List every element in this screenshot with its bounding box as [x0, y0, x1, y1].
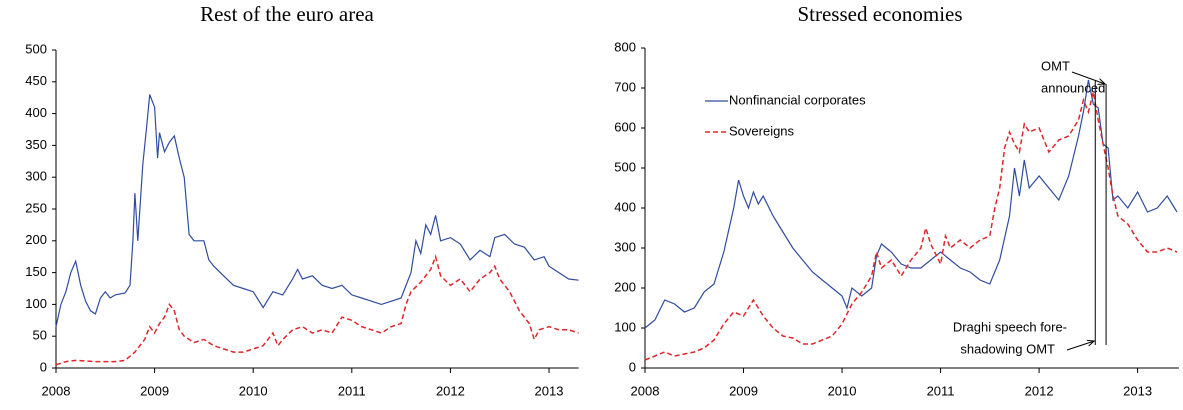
series-line: [55, 254, 579, 366]
x-tick-label: 2013: [1123, 383, 1152, 398]
series-line: [644, 91, 1178, 361]
annotation-arrow: [1066, 341, 1094, 351]
y-tick-label: 200: [614, 279, 636, 294]
x-tick-label: 2011: [338, 383, 366, 398]
y-tick-label: 350: [25, 137, 47, 152]
y-tick-label: 100: [614, 319, 636, 334]
y-tick-label: 700: [614, 79, 636, 94]
y-tick-label: 400: [25, 105, 47, 120]
x-tick-label: 2012: [436, 383, 465, 398]
legend-label: Nonfinancial corporates: [729, 92, 866, 107]
y-tick-label: 500: [614, 159, 636, 174]
y-tick-label: 400: [614, 199, 636, 214]
y-tick-label: 500: [25, 41, 47, 56]
y-tick-label: 300: [25, 169, 47, 184]
x-tick-label: 2009: [729, 383, 758, 398]
annotation-text: OMT: [1041, 58, 1070, 73]
y-tick-label: 0: [40, 359, 47, 374]
y-tick-label: 50: [33, 328, 47, 343]
x-tick-label: 2010: [828, 383, 857, 398]
y-tick-label: 300: [614, 239, 636, 254]
x-tick-label: 2011: [927, 383, 955, 398]
x-tick-label: 2008: [631, 383, 660, 398]
annotation-text: shadowing OMT: [960, 341, 1055, 356]
series-line: [55, 94, 579, 327]
y-tick-label: 250: [25, 200, 47, 215]
y-tick-label: 800: [614, 39, 636, 54]
annotation-text: announced: [1041, 80, 1105, 95]
x-tick-label: 2008: [42, 383, 71, 398]
y-tick-label: 150: [25, 264, 47, 279]
x-tick-label: 2013: [535, 383, 564, 398]
series-line: [644, 79, 1178, 329]
y-tick-label: 600: [614, 119, 636, 134]
x-tick-label: 2010: [239, 383, 268, 398]
legend-label: Sovereigns: [729, 123, 795, 138]
y-tick-label: 100: [25, 296, 47, 311]
annotation-arrow: [1071, 71, 1105, 84]
annotation-text: Draghi speech fore-: [953, 319, 1067, 334]
y-tick-label: 0: [629, 359, 636, 374]
chart-title: Stressed economies: [797, 2, 962, 26]
x-tick-label: 2009: [140, 383, 169, 398]
x-tick-label: 2012: [1025, 383, 1054, 398]
y-tick-label: 450: [25, 73, 47, 88]
y-tick-label: 200: [25, 232, 47, 247]
chart-title: Rest of the euro area: [200, 2, 374, 26]
